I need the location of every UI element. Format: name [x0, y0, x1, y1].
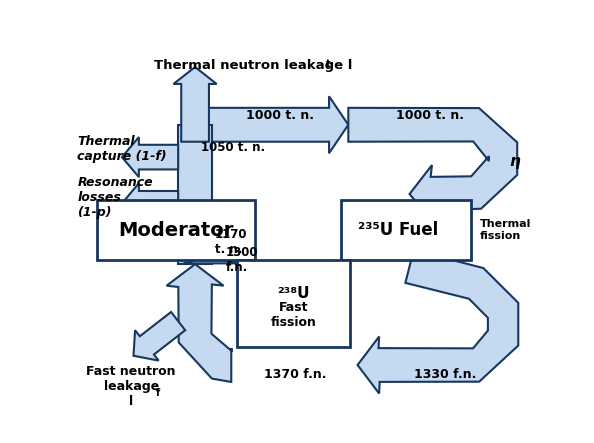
Polygon shape — [173, 67, 217, 142]
Bar — [238, 260, 350, 346]
Bar — [97, 200, 255, 260]
Polygon shape — [178, 125, 212, 264]
Polygon shape — [122, 183, 178, 223]
Text: Thermal neutron leakage l: Thermal neutron leakage l — [154, 59, 352, 72]
Text: ²³⁵U Fuel: ²³⁵U Fuel — [358, 221, 438, 239]
Text: 1050 t. n.: 1050 t. n. — [201, 141, 266, 154]
Text: 1000 t. n.: 1000 t. n. — [396, 109, 464, 122]
Text: 1000 t. n.: 1000 t. n. — [246, 109, 314, 122]
Polygon shape — [166, 264, 232, 382]
Polygon shape — [122, 137, 178, 177]
Polygon shape — [134, 312, 185, 361]
Text: Fast
fission: Fast fission — [271, 300, 317, 329]
Text: ²³⁸U: ²³⁸U — [277, 286, 310, 301]
Text: t: t — [326, 59, 331, 69]
Text: 1170
t. n.: 1170 t. n. — [215, 228, 248, 256]
Polygon shape — [195, 96, 348, 153]
Text: 1330 f.n.: 1330 f.n. — [414, 368, 476, 381]
Text: η: η — [509, 154, 520, 169]
Text: 1300
f.n.: 1300 f.n. — [226, 246, 258, 274]
Text: Fast neutron
leakage
l: Fast neutron leakage l — [86, 365, 176, 408]
Text: Thermal
fission: Thermal fission — [480, 219, 532, 241]
Text: Thermal
capture (1-f): Thermal capture (1-f) — [77, 136, 167, 163]
Text: 1370 f.n.: 1370 f.n. — [264, 368, 327, 381]
Bar — [340, 200, 470, 260]
Text: Moderator: Moderator — [119, 221, 234, 240]
Polygon shape — [184, 256, 238, 264]
Polygon shape — [348, 108, 517, 222]
Polygon shape — [358, 250, 519, 393]
Text: Resonance
losses
(1-p): Resonance losses (1-p) — [77, 176, 153, 219]
Text: f: f — [156, 388, 160, 398]
